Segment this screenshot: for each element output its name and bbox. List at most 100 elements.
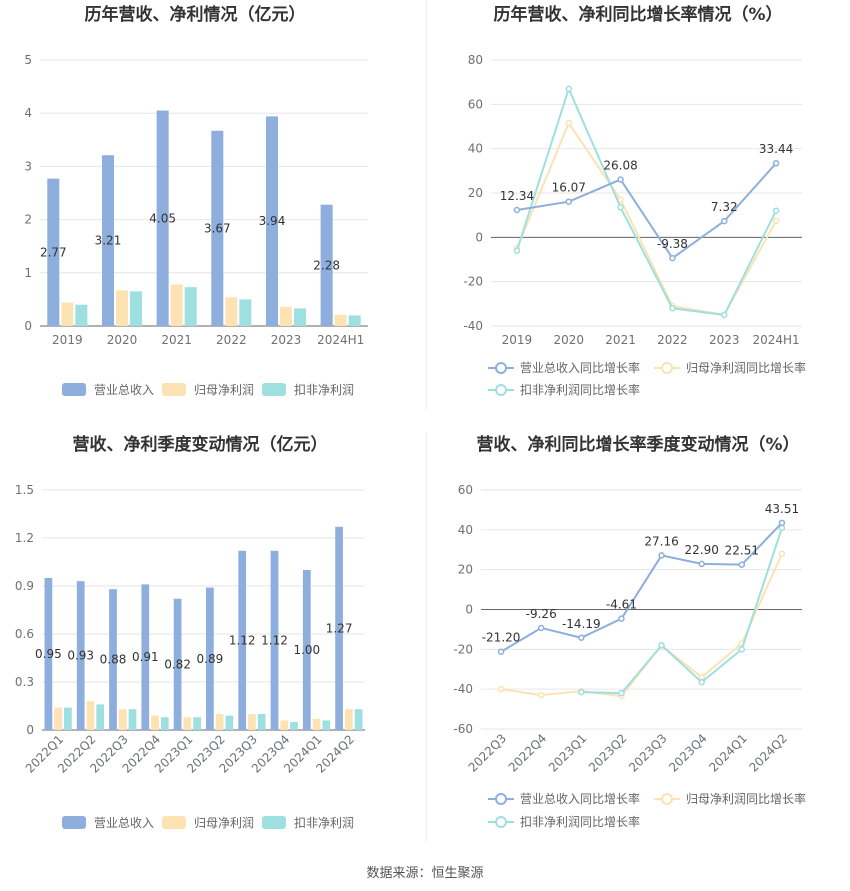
data-point <box>778 550 786 557</box>
bar-revenue <box>101 155 114 326</box>
data-source-note: 数据来源：恒生聚源 <box>366 866 484 881</box>
bar-parent-profit <box>61 302 74 326</box>
data-point <box>772 207 780 214</box>
bar-data-label: 0.95 <box>35 647 62 661</box>
line-data-label: 16.07 <box>552 181 586 195</box>
annual-revenue-profit-chart: 历年营收、净利情况（亿元） 0 1 2 3 4 5 2019 2020 2021 2022 2023 2… <box>0 0 426 410</box>
bar-parent-profit <box>344 709 353 730</box>
bar-parent-profit <box>215 714 224 730</box>
bar-deducted-profit <box>128 709 137 730</box>
legend-swatch-marker <box>661 362 673 374</box>
bar-data-label: 4.05 <box>149 211 176 225</box>
x-tick-label: 2020 <box>553 333 584 347</box>
bar-deducted-profit <box>160 717 169 730</box>
y-tick-label: 3 <box>24 159 32 173</box>
bar-parent-profit <box>118 709 127 730</box>
line-data-label: -4.61 <box>606 598 637 612</box>
bar-deducted-profit <box>193 717 201 730</box>
bar-revenue <box>302 570 311 730</box>
legend-label: 扣非净利润 <box>294 383 354 397</box>
bar-revenue <box>109 589 117 730</box>
y-tick-label: -60 <box>453 722 473 736</box>
bar-parent-profit <box>170 284 183 326</box>
x-tick-label: 2024H1 <box>752 333 799 347</box>
data-point <box>721 311 728 319</box>
legend-swatch <box>62 383 86 396</box>
bar-data-label: 1.27 <box>326 621 353 635</box>
line-data-label: 12.34 <box>500 189 534 203</box>
data-point <box>618 689 625 697</box>
bar-revenue <box>211 130 224 326</box>
data-point <box>497 648 505 655</box>
legend-swatch-marker <box>495 816 507 828</box>
x-tick-label: 2023Q2 <box>586 731 630 775</box>
bar-parent-profit <box>151 715 159 730</box>
data-point <box>772 159 780 167</box>
series-line-revenue <box>516 162 777 260</box>
x-tick-label: 2019 <box>502 333 533 347</box>
data-point <box>669 305 676 312</box>
bar-data-label: 3.94 <box>259 214 286 228</box>
y-tick-label: 2 <box>24 213 32 227</box>
bar-data-label: 0.89 <box>197 652 224 666</box>
y-tick-label: 20 <box>468 186 483 200</box>
bar-revenue <box>335 526 343 730</box>
bar-parent-profit <box>225 297 238 326</box>
bar-deducted-profit <box>184 287 197 326</box>
y-tick-label: 0.9 <box>15 579 34 593</box>
data-point <box>537 624 545 632</box>
annual-growth-rate-chart: 历年营收、净利同比增长率情况（%） -40 -20 0 20 40 60 80 2019 2020… <box>426 0 850 410</box>
legend-swatch-marker <box>495 384 507 396</box>
bar-data-label: 1.12 <box>261 633 288 647</box>
bar-deducted-profit <box>257 714 266 730</box>
data-point <box>513 206 521 214</box>
quarterly-revenue-profit-svg: 营收、净利季度变动情况（亿元）00.30.60.91.21.52022Q1202… <box>15 434 365 830</box>
bar-data-label: 0.88 <box>100 653 127 667</box>
legend-label: 归母净利润 <box>194 816 254 830</box>
y-tick-label: 20 <box>458 563 473 577</box>
bar-data-label: 3.21 <box>95 234 122 248</box>
y-tick-label: 1.5 <box>15 483 34 497</box>
chart-title: 历年营收、净利同比增长率情况（%） <box>493 4 782 25</box>
series-line-deducted-profit <box>581 527 783 695</box>
legend-label: 扣非净利润同比增长率 <box>520 814 640 829</box>
bar-deducted-profit <box>75 304 88 326</box>
data-point <box>513 247 521 254</box>
bar-revenue <box>265 116 278 326</box>
y-tick-label: 0.6 <box>15 627 34 641</box>
line-data-label: 7.32 <box>711 200 738 214</box>
y-tick-label: 1 <box>24 266 32 280</box>
y-tick-label: 40 <box>468 142 483 156</box>
bar-revenue <box>141 584 150 730</box>
x-tick-label: 2023Q3 <box>626 731 670 775</box>
bar-parent-profit <box>86 701 95 730</box>
bar-deducted-profit <box>96 704 105 730</box>
data-point <box>721 217 728 225</box>
quarterly-growth-rate-chart: 营收、净利同比增长率季度变动情况（%） -60 -40 -20 0 20 40 60 2022Q… <box>426 430 850 850</box>
bar-revenue <box>270 550 279 730</box>
quarterly-growth-rate-svg: 营收、净利同比增长率季度变动情况（%） -60 -40 -20 0 20 40 60 2022Q… <box>453 434 806 829</box>
legend-label: 营业总收入 <box>94 383 154 397</box>
bar-data-label: 3.67 <box>204 221 231 235</box>
data-point <box>578 634 585 642</box>
bar-data-label: 2.77 <box>40 245 67 259</box>
legend-label: 扣非净利润 <box>294 816 354 830</box>
bar-parent-profit <box>312 718 321 730</box>
line-data-label: -9.26 <box>526 607 557 621</box>
y-tick-label: 0.3 <box>15 675 34 689</box>
bar-deducted-profit <box>348 315 361 326</box>
quarterly-revenue-profit-chart: 营收、净利季度变动情况（亿元） 0 0.3 0.6 0.9 1.2 1.5 2022Q1 202… <box>0 430 426 850</box>
y-tick-label: 1.2 <box>15 531 34 545</box>
bar-deducted-profit <box>239 299 252 326</box>
line-data-label: -21.20 <box>482 631 521 645</box>
legend-swatch <box>162 383 186 396</box>
legend-swatch-marker <box>495 362 507 374</box>
legend-label: 扣非净利润同比增长率 <box>520 382 640 397</box>
legend-swatch <box>162 816 186 829</box>
line-data-label: 43.51 <box>765 502 799 516</box>
y-tick-label: 0 <box>26 723 34 737</box>
y-tick-label: -40 <box>463 319 483 333</box>
bar-revenue <box>44 578 53 730</box>
bar-deducted-profit <box>290 722 298 730</box>
x-tick-label: 2019 <box>52 333 83 347</box>
